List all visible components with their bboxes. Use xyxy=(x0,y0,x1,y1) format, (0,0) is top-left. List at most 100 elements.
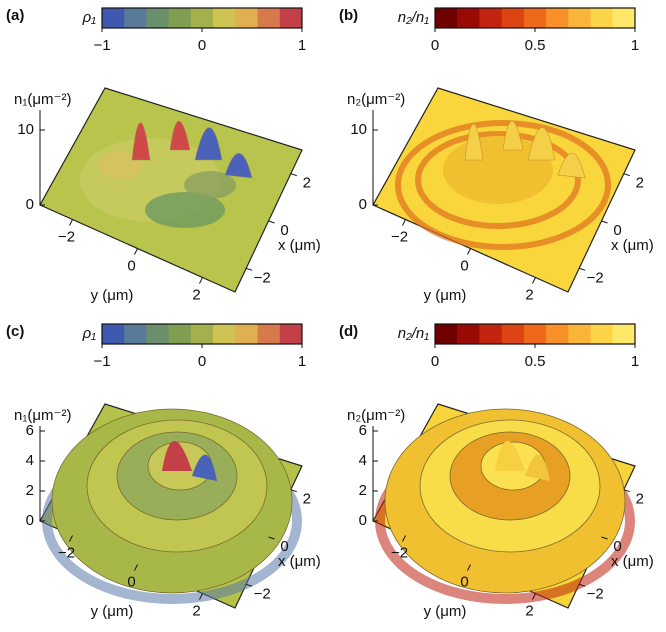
colorbar-cell xyxy=(457,8,480,28)
colorbar-cell xyxy=(102,324,125,344)
colorbar-tick-label: 0 xyxy=(431,37,439,54)
colorbar-cell xyxy=(191,8,214,28)
z-tick-label: 10 xyxy=(17,121,34,138)
colorbar-label: ρ₁ xyxy=(82,9,97,26)
x-tick-label: −2 xyxy=(254,585,271,602)
y-tick xyxy=(200,278,203,284)
colorbar-tick-label: −1 xyxy=(93,353,110,370)
x-axis-label: x (μm) xyxy=(278,237,321,254)
colorbar-tick-label: 1 xyxy=(631,37,639,54)
colorbar-tick-label: 1 xyxy=(298,353,306,370)
y-tick-label: −2 xyxy=(391,544,408,561)
colorbar-cell xyxy=(146,324,169,344)
colorbar-cell xyxy=(258,8,281,28)
x-tick xyxy=(602,221,608,223)
colorbar-tick-label: 0 xyxy=(198,37,206,54)
x-tick-label: −2 xyxy=(587,585,604,602)
colorbar-cell xyxy=(258,324,281,344)
colorbar-cell xyxy=(435,324,458,344)
colorbar-cell xyxy=(613,324,636,344)
x-tick xyxy=(624,174,630,176)
y-tick-label: 0 xyxy=(460,573,468,590)
y-tick-label: 0 xyxy=(127,573,135,590)
y-tick-label: 2 xyxy=(192,602,200,619)
x-tick-label: 2 xyxy=(636,175,644,192)
colorbar-cell xyxy=(146,8,169,28)
colorbar-cell xyxy=(568,324,591,344)
y-tick xyxy=(533,278,536,284)
y-tick xyxy=(135,249,138,255)
y-axis-label: y (μm) xyxy=(91,287,134,304)
x-tick xyxy=(579,268,585,270)
y-tick-label: 2 xyxy=(192,286,200,303)
colorbar-cell xyxy=(479,8,502,28)
x-tick-label: −2 xyxy=(254,269,271,286)
colorbar-cell xyxy=(235,324,258,344)
z-axis-label: n₂(μm⁻²) xyxy=(347,91,405,108)
colorbar-cell xyxy=(591,8,614,28)
panel-label: (c) xyxy=(6,323,24,340)
colorbar-label: n₂/n₁ xyxy=(398,325,430,342)
z-tick-label: 0 xyxy=(359,512,367,529)
z-tick-label: 10 xyxy=(350,121,367,138)
panel-label: (d) xyxy=(339,323,358,340)
y-tick xyxy=(403,220,406,226)
x-tick xyxy=(246,268,252,270)
figure: (a)ρ₁−101010n₁(μm⁻²)−202y (μm)−202x (μm)… xyxy=(0,0,666,632)
x-tick-label: 2 xyxy=(636,491,644,508)
y-tick-label: 2 xyxy=(525,286,533,303)
colorbar-cell xyxy=(169,8,192,28)
colorbar-label: ρ₁ xyxy=(82,325,97,342)
colorbar-cell xyxy=(479,324,502,344)
colorbar-cell xyxy=(235,8,258,28)
z-tick-label: 0 xyxy=(26,196,34,213)
colorbar-tick-label: 1 xyxy=(631,353,639,370)
colorbar-cell xyxy=(280,8,303,28)
x-tick-label: 2 xyxy=(303,491,311,508)
colorbar-cell xyxy=(591,324,614,344)
colorbar-cell xyxy=(502,8,525,28)
y-tick xyxy=(468,249,471,255)
z-axis-label: n₁(μm⁻²) xyxy=(14,407,71,424)
y-tick-label: 0 xyxy=(460,257,468,274)
colorbar-tick-label: 0 xyxy=(431,353,439,370)
z-tick-label: 2 xyxy=(26,482,34,499)
colorbar-cell xyxy=(435,8,458,28)
colorbar-tick-label: 1 xyxy=(298,37,306,54)
colorbar-cell xyxy=(191,324,214,344)
colorbar-tick-label: −1 xyxy=(93,37,110,54)
y-tick xyxy=(70,220,73,226)
colorbar-cell xyxy=(546,8,569,28)
panel-label: (b) xyxy=(339,7,358,24)
z-tick-label: 6 xyxy=(26,422,34,439)
colorbar-cell xyxy=(502,324,525,344)
z-axis-label: n₂(μm⁻²) xyxy=(347,407,405,424)
colorbar-cell xyxy=(102,8,125,28)
colorbar-tick-label: 0.5 xyxy=(525,353,546,370)
colorbar-cell xyxy=(213,8,236,28)
y-tick-label: −2 xyxy=(58,228,75,245)
colorbar-cell xyxy=(169,324,192,344)
y-tick-label: 0 xyxy=(127,257,135,274)
z-tick-label: 0 xyxy=(359,196,367,213)
colorbar-cell xyxy=(280,324,303,344)
colorbar-cell xyxy=(124,8,147,28)
x-axis-label: x (μm) xyxy=(611,237,654,254)
x-tick xyxy=(269,221,275,223)
colorbar-cell xyxy=(524,8,547,28)
colorbar-tick-label: 0.5 xyxy=(525,37,546,54)
x-tick xyxy=(291,174,297,176)
y-axis-label: y (μm) xyxy=(424,603,467,620)
y-tick-label: −2 xyxy=(58,544,75,561)
x-tick-label: −2 xyxy=(587,269,604,286)
z-tick-label: 4 xyxy=(359,452,367,469)
colorbar-cell xyxy=(524,324,547,344)
z-tick-label: 6 xyxy=(359,422,367,439)
y-axis-label: y (μm) xyxy=(91,603,134,620)
colorbar-cell xyxy=(568,8,591,28)
panel-label: (a) xyxy=(6,7,24,24)
